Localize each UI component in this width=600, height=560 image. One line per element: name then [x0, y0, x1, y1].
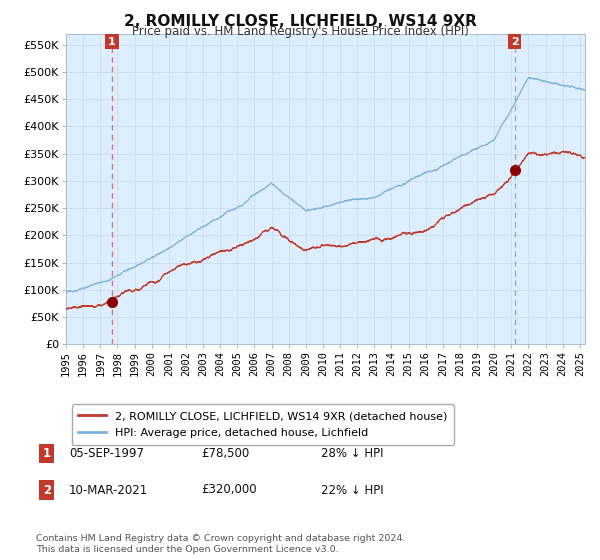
Legend: 2, ROMILLY CLOSE, LICHFIELD, WS14 9XR (detached house), HPI: Average price, deta: 2, ROMILLY CLOSE, LICHFIELD, WS14 9XR (d… — [71, 404, 454, 445]
Text: 22% ↓ HPI: 22% ↓ HPI — [321, 483, 383, 497]
Text: £78,500: £78,500 — [201, 447, 249, 460]
Text: 1: 1 — [43, 447, 51, 460]
Text: 2, ROMILLY CLOSE, LICHFIELD, WS14 9XR: 2, ROMILLY CLOSE, LICHFIELD, WS14 9XR — [124, 14, 476, 29]
Text: 28% ↓ HPI: 28% ↓ HPI — [321, 447, 383, 460]
Text: 10-MAR-2021: 10-MAR-2021 — [69, 483, 148, 497]
Text: Contains HM Land Registry data © Crown copyright and database right 2024.
This d: Contains HM Land Registry data © Crown c… — [36, 534, 406, 554]
Text: £320,000: £320,000 — [201, 483, 257, 497]
Text: 2: 2 — [43, 483, 51, 497]
Text: 05-SEP-1997: 05-SEP-1997 — [69, 447, 144, 460]
Text: 2: 2 — [511, 37, 518, 46]
Text: Price paid vs. HM Land Registry's House Price Index (HPI): Price paid vs. HM Land Registry's House … — [131, 25, 469, 38]
Text: 1: 1 — [108, 37, 116, 46]
